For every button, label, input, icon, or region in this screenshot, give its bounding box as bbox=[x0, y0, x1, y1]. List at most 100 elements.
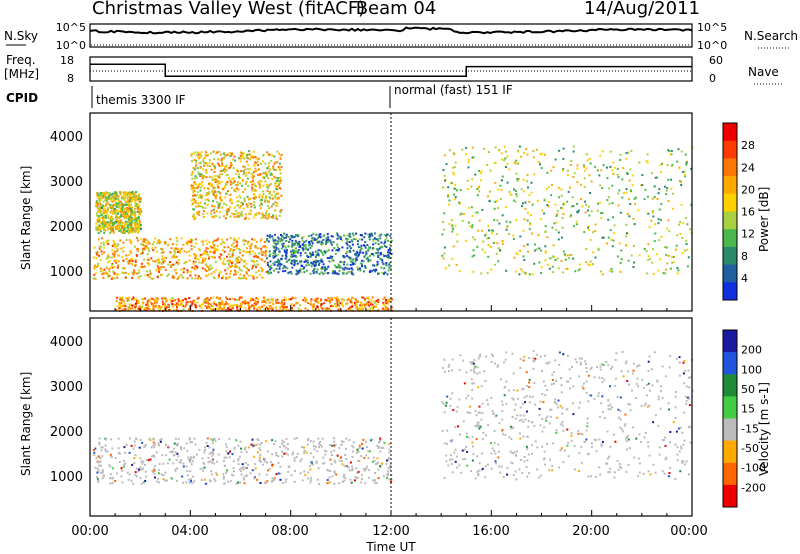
heatmap-cell bbox=[600, 445, 603, 448]
heatmap-cell bbox=[97, 209, 100, 212]
heatmap-cell bbox=[104, 224, 107, 227]
heatmap-cell bbox=[370, 232, 373, 235]
heatmap-cell bbox=[609, 150, 612, 153]
heatmap-cell bbox=[249, 212, 252, 215]
heatmap-cell bbox=[218, 274, 220, 277]
heatmap-cell bbox=[153, 455, 156, 458]
heatmap-cell bbox=[469, 361, 472, 363]
heatmap-cell bbox=[521, 403, 524, 406]
heatmap-cell bbox=[272, 479, 275, 482]
heatmap-cell bbox=[144, 297, 147, 300]
heatmap-cell bbox=[559, 449, 562, 452]
heatmap-cell bbox=[600, 217, 603, 220]
heatmap-cell bbox=[115, 261, 118, 264]
heatmap-cell bbox=[149, 272, 152, 275]
heatmap-cell bbox=[195, 164, 197, 167]
heatmap-cell bbox=[528, 472, 530, 475]
heatmap-cell bbox=[521, 270, 524, 273]
heatmap-cell bbox=[123, 203, 126, 206]
heatmap-cell bbox=[333, 440, 336, 443]
heatmap-cell bbox=[210, 246, 213, 249]
heatmap-cell bbox=[192, 167, 195, 169]
heatmap-cell bbox=[554, 203, 557, 206]
heatmap-cell bbox=[481, 229, 484, 232]
heatmap-cell bbox=[375, 481, 378, 484]
heatmap-cell bbox=[657, 218, 660, 221]
heatmap-cell bbox=[154, 246, 157, 249]
heatmap-cell bbox=[176, 240, 179, 243]
heatmap-cell bbox=[225, 471, 228, 474]
heatmap-cell bbox=[273, 240, 276, 243]
heatmap-cell bbox=[97, 226, 100, 229]
colorbar-swatch bbox=[723, 123, 737, 142]
heatmap-cell bbox=[236, 196, 238, 199]
heatmap-cell bbox=[205, 169, 208, 171]
heatmap-cell bbox=[245, 466, 247, 469]
heatmap-cell bbox=[634, 196, 637, 199]
heatmap-cell bbox=[340, 456, 342, 459]
heatmap-cell bbox=[203, 451, 206, 454]
heatmap-cell bbox=[472, 270, 475, 273]
heatmap-cell bbox=[113, 250, 116, 253]
heatmap-cell bbox=[259, 454, 262, 456]
heatmap-cell bbox=[185, 241, 188, 244]
heatmap-cell bbox=[564, 258, 567, 261]
heatmap-cell bbox=[133, 271, 136, 274]
heatmap-cell bbox=[372, 300, 375, 303]
heatmap-cell bbox=[137, 226, 140, 229]
heatmap-cell bbox=[199, 186, 202, 189]
heatmap-cell bbox=[128, 200, 131, 203]
heatmap-cell bbox=[360, 247, 363, 250]
heatmap-cell bbox=[98, 464, 101, 467]
heatmap-cell bbox=[208, 305, 211, 308]
heatmap-cell bbox=[229, 249, 231, 252]
heatmap-cell bbox=[199, 277, 202, 280]
heatmap-cell bbox=[135, 191, 138, 193]
heatmap-cell bbox=[266, 237, 269, 240]
heatmap-cell bbox=[320, 240, 323, 243]
heatmap-cell bbox=[202, 216, 205, 218]
heatmap-cell bbox=[487, 403, 489, 406]
heatmap-cell bbox=[330, 454, 333, 456]
heatmap-cell bbox=[173, 249, 176, 252]
heatmap-cell bbox=[98, 245, 101, 248]
heatmap-cell bbox=[117, 447, 120, 450]
heatmap-cell bbox=[154, 476, 156, 479]
heatmap-cell bbox=[317, 467, 320, 470]
heatmap-cell bbox=[345, 458, 348, 460]
heatmap-cell bbox=[216, 248, 219, 251]
heatmap-cell bbox=[233, 447, 236, 450]
heatmap-cell bbox=[146, 253, 149, 256]
heatmap-cell bbox=[291, 239, 294, 242]
heatmap-cell bbox=[242, 173, 245, 176]
heatmap-cell bbox=[346, 255, 349, 257]
heatmap-cell bbox=[487, 255, 490, 258]
heatmap-cell bbox=[380, 233, 383, 236]
heatmap-cell bbox=[262, 251, 265, 254]
heatmap-cell bbox=[158, 444, 160, 447]
heatmap-cell bbox=[212, 300, 215, 303]
heatmap-cell bbox=[136, 254, 138, 257]
heatmap-cell bbox=[684, 153, 687, 156]
heatmap-cell bbox=[528, 228, 531, 231]
heatmap-cell bbox=[215, 178, 218, 181]
heatmap-cell bbox=[196, 187, 199, 189]
heatmap-cell bbox=[234, 270, 237, 273]
heatmap-cell bbox=[207, 302, 210, 305]
heatmap-cell bbox=[155, 305, 158, 308]
heatmap-cell bbox=[543, 212, 546, 215]
heatmap-cell bbox=[365, 252, 368, 255]
power-colorbar-label: Power [dB] bbox=[757, 187, 771, 252]
heatmap-cell bbox=[647, 255, 650, 258]
heatmap-cell bbox=[142, 481, 145, 484]
heatmap-cell bbox=[239, 154, 242, 157]
heatmap-cell bbox=[274, 196, 277, 199]
heatmap-cell bbox=[615, 352, 618, 355]
heatmap-cell bbox=[688, 473, 690, 476]
heatmap-cell bbox=[502, 433, 504, 436]
heatmap-cell bbox=[476, 470, 479, 473]
heatmap-cell bbox=[620, 467, 623, 470]
heatmap-cell bbox=[278, 240, 281, 243]
heatmap-cell bbox=[560, 236, 563, 239]
heatmap-cell bbox=[219, 258, 222, 261]
